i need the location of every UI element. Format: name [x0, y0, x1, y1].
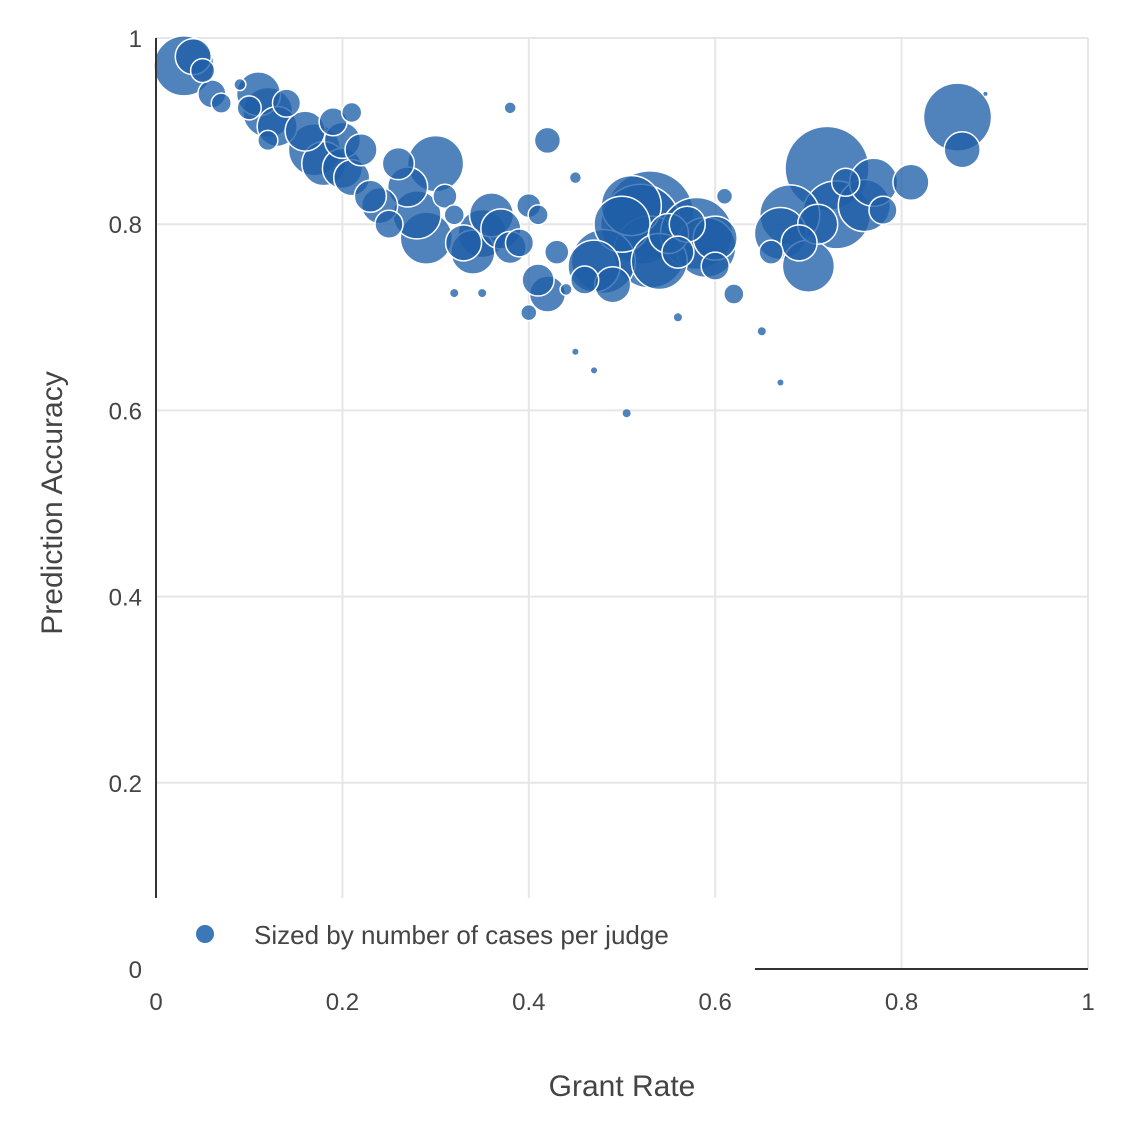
data-point — [780, 224, 818, 262]
data-point — [661, 235, 695, 269]
y-tick-label: 0.2 — [109, 771, 142, 798]
data-point — [757, 327, 766, 336]
data-point — [943, 130, 981, 169]
data-point — [504, 228, 535, 258]
data-point — [450, 289, 459, 298]
data-point — [210, 92, 232, 114]
data-point — [189, 57, 216, 84]
data-point — [700, 251, 730, 281]
legend: Sized by number of cases per judge — [156, 898, 755, 969]
y-tick-label: 0.4 — [109, 585, 142, 612]
data-point — [533, 126, 562, 155]
data-point — [233, 77, 247, 92]
data-point — [353, 179, 388, 214]
y-tick-label: 1 — [129, 26, 142, 53]
data-point — [569, 265, 600, 295]
x-tick-label: 0.4 — [512, 989, 545, 1016]
data-point — [868, 195, 898, 225]
data-point — [777, 379, 784, 386]
x-tick-label: 0.8 — [885, 989, 918, 1016]
x-axis-title: Grant Rate — [549, 1070, 696, 1103]
x-tick-label: 1 — [1081, 989, 1094, 1016]
legend-box — [156, 898, 755, 969]
data-point — [593, 265, 632, 304]
data-point — [444, 224, 483, 262]
data-point — [559, 282, 573, 297]
data-point — [758, 239, 784, 265]
x-tick-label: 0.2 — [326, 989, 359, 1016]
data-point — [503, 101, 517, 115]
data-point — [443, 204, 465, 226]
data-point — [340, 101, 363, 124]
data-point — [673, 313, 682, 322]
data-point — [520, 303, 538, 322]
data-point — [593, 195, 651, 253]
data-point — [622, 409, 631, 418]
data-point — [983, 91, 988, 96]
data-point — [432, 183, 458, 210]
data-point — [591, 367, 598, 374]
data-point — [236, 95, 262, 121]
data-point — [892, 163, 930, 202]
legend-label: Sized by number of cases per judge — [254, 920, 669, 950]
y-axis-title: Prediction Accuracy — [36, 371, 69, 634]
data-points — [153, 35, 993, 418]
x-tick-label: 0.6 — [699, 989, 732, 1016]
data-point — [521, 263, 555, 297]
data-point — [572, 348, 579, 355]
data-point — [344, 132, 378, 167]
data-point — [723, 283, 745, 305]
data-point — [257, 129, 279, 152]
y-tick-label: 0.8 — [109, 212, 142, 239]
y-tick-label: 0.6 — [109, 398, 142, 425]
y-tick-label: 0 — [129, 957, 142, 984]
legend-marker — [196, 925, 214, 943]
data-point — [527, 204, 549, 226]
data-point — [544, 239, 570, 265]
tick-labels: 0 0.2 0.4 0.6 0.8 1 0 0.2 0.4 0.6 0.8 1 — [109, 26, 1095, 1016]
data-point — [374, 209, 404, 239]
data-point — [381, 146, 416, 181]
data-point — [568, 170, 583, 185]
x-tick-label: 0 — [149, 989, 162, 1016]
data-point — [271, 88, 302, 118]
data-point — [715, 187, 734, 206]
data-point — [830, 167, 861, 198]
data-point — [478, 289, 487, 298]
